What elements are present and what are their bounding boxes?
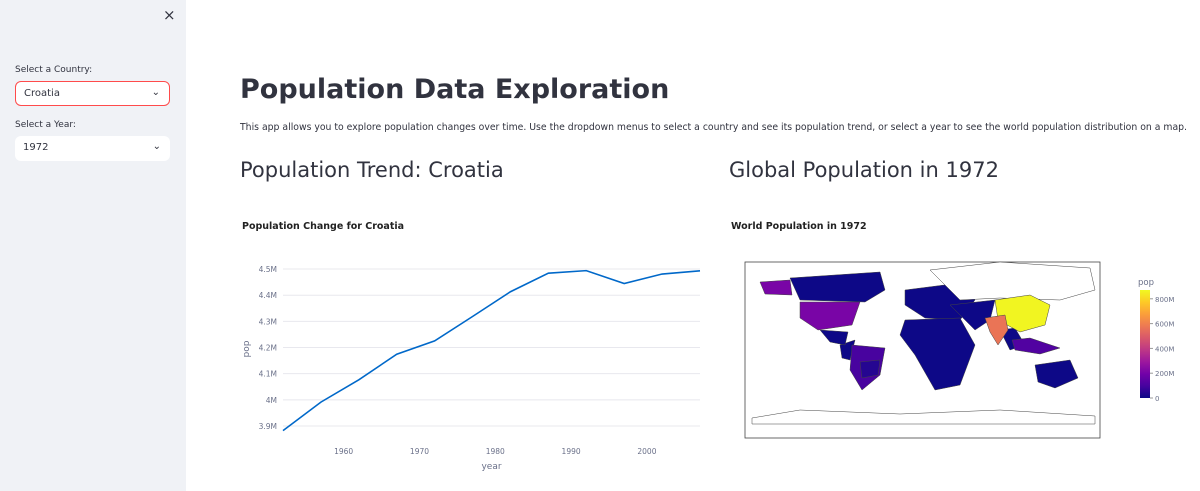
year-label: Select a Year:: [15, 120, 76, 130]
y-tick-label: 4.4M: [259, 291, 277, 300]
x-tick-label: 1990: [562, 447, 581, 456]
y-tick-label: 4.3M: [259, 317, 277, 326]
y-tick-label: 4.2M: [259, 344, 277, 353]
country-outline: [929, 261, 1096, 301]
x-tick-label: 1980: [486, 447, 505, 456]
colorbar-title: pop: [1138, 278, 1154, 288]
chevron: ⌄: [152, 141, 161, 152]
page-title: Population Data Exploration: [240, 74, 670, 105]
country: [1011, 337, 1061, 355]
country: [859, 359, 881, 379]
close-button[interactable]: ×: [163, 6, 176, 24]
country: [984, 314, 1009, 346]
x-axis-title: year: [481, 462, 501, 472]
colorbar-tick-label: 200M: [1155, 370, 1174, 378]
chevron: ⌄: [151, 87, 160, 98]
y-axis-title: pop: [242, 340, 252, 357]
trend-heading: Population Trend: Croatia: [240, 158, 504, 182]
country-outline: [751, 409, 1096, 425]
year-select[interactable]: 1972 ⌄: [15, 136, 170, 161]
country: [789, 271, 886, 303]
country: [899, 317, 976, 391]
chart-title: World Population in 1972: [731, 221, 867, 232]
x-tick-label: 2000: [637, 447, 656, 456]
country-select[interactable]: Croatia ⌄: [15, 81, 170, 106]
colorbar-tick-label: 800M: [1155, 296, 1174, 304]
country-value: Croatia: [24, 88, 60, 99]
country: [819, 329, 849, 346]
y-tick-label: 4M: [266, 396, 277, 405]
y-tick-label: 4.1M: [259, 370, 277, 379]
colorbar-tick-label: 600M: [1155, 321, 1174, 329]
colorbar: [1140, 290, 1150, 398]
y-tick-label: 4.5M: [259, 265, 277, 274]
chart-title: Population Change for Croatia: [242, 221, 404, 232]
sidebar: × Select a Country: Croatia ⌄ Select a Ye…: [0, 0, 186, 491]
map-heading: Global Population in 1972: [729, 158, 999, 182]
colorbar-tick-label: 400M: [1155, 345, 1174, 353]
year-value: 1972: [23, 142, 49, 153]
x-tick-label: 1970: [410, 447, 429, 456]
country: [1034, 359, 1079, 389]
y-tick-label: 3.9M: [259, 422, 277, 431]
country-label: Select a Country:: [15, 65, 93, 75]
description: This app allows you to explore populatio…: [240, 122, 1187, 133]
x-tick-label: 1960: [334, 447, 353, 456]
country: [759, 279, 861, 331]
colorbar-tick-label: 0: [1155, 395, 1159, 403]
line: [282, 269, 701, 432]
